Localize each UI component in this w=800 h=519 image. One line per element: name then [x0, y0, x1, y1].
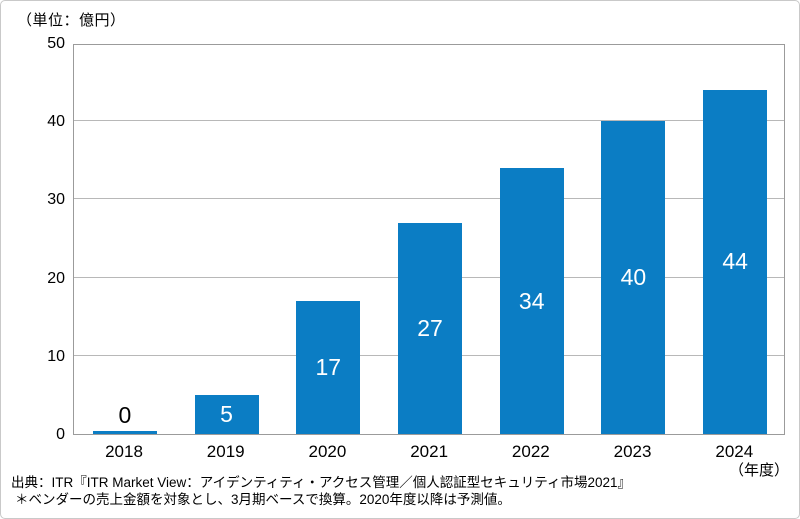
bar-value-label: 34	[518, 287, 545, 314]
bar-value-label: 44	[722, 248, 748, 275]
y-tick-label: 10	[47, 347, 65, 365]
y-tick-label: 30	[47, 191, 65, 209]
plot-area: 0 5 17 27 34 40 44	[73, 44, 785, 435]
x-tick-label-2020: 2020	[308, 442, 347, 461]
bar-value-label: 17	[315, 354, 342, 381]
y-tick-label: 0	[56, 426, 65, 443]
x-tick-label-2024: 2024	[715, 442, 754, 461]
x-tick-label-2019: 2019	[206, 442, 245, 461]
footer: 出典：ITR『ITR Market View：アイデンティティ・アクセス管理／個…	[11, 475, 791, 508]
bar-2018	[92, 431, 157, 434]
bar-2022: 34	[499, 168, 564, 434]
bar-value-label: 5	[220, 400, 233, 427]
unit-label: （単位：億円）	[17, 12, 126, 29]
y-tick-label: 40	[47, 113, 65, 131]
y-tick-label: 20	[47, 269, 65, 287]
gridline	[74, 120, 784, 122]
x-tick-label-2021: 2021	[410, 442, 449, 461]
bar-value-label: 0	[118, 402, 132, 428]
gridline	[74, 198, 784, 200]
bar-value-label: 40	[620, 264, 647, 291]
x-tick-label-2023: 2023	[613, 442, 652, 461]
bar-2024: 44	[703, 89, 768, 434]
x-axis-unit-label: （年度）	[728, 462, 789, 479]
source-text: 出典：ITR『ITR Market View：アイデンティティ・アクセス管理／個…	[11, 475, 632, 490]
y-tick-label: 50	[47, 35, 65, 52]
bar-value-label: 27	[417, 314, 443, 341]
x-tick-label-2018: 2018	[105, 442, 143, 461]
bar-2021: 27	[398, 222, 462, 434]
bar-2020: 17	[296, 301, 361, 434]
bar-2023: 40	[601, 121, 666, 434]
bar-2019: 5	[194, 394, 259, 434]
footnote-text: ＊ベンダーの売上金額を対象とし、3月期ベースで換算。2020年度以降は予測値。	[15, 491, 511, 507]
x-tick-label-2022: 2022	[511, 442, 550, 461]
